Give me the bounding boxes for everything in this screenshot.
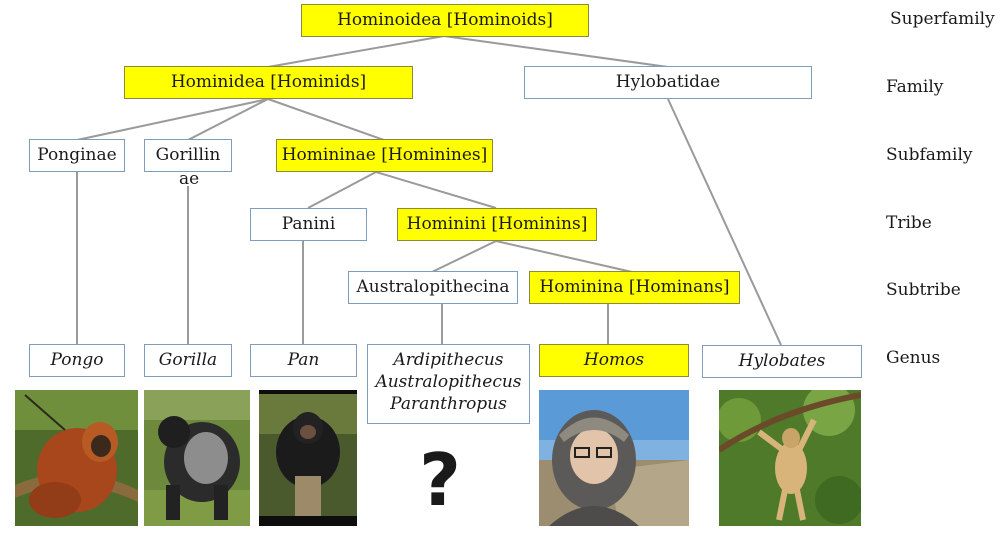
link-hylobatidae-hylobates: [667, 98, 782, 346]
node-panini: Panini: [250, 208, 367, 241]
rank-subfamily: Subfamily: [886, 145, 973, 165]
orangutan-photo: [15, 390, 138, 526]
node-hominini-label: Hominini [Hominins]: [406, 213, 588, 234]
node-pan-label: Pan: [287, 349, 320, 370]
node-hylobates: Hylobates: [702, 345, 862, 378]
link-hominidea-ponginae: [76, 98, 269, 141]
node-ponginae: Ponginae: [29, 139, 125, 172]
node-hylobates-label: Hylobates: [738, 350, 826, 371]
gibbon-photo: [719, 390, 861, 526]
gorilla-photo: [144, 390, 250, 526]
node-hylobatidae-label: Hylobatidae: [615, 71, 721, 92]
link-homininae-hominini: [375, 171, 497, 209]
unknown-question-mark: ?: [419, 438, 461, 522]
node-panini-label: Panini: [281, 213, 336, 234]
genus-ardipithecus: Ardipithecus: [393, 350, 504, 370]
node-homos: Homos: [539, 344, 689, 377]
link-homininae-panini: [307, 171, 377, 209]
node-hominoidea-label: Hominoidea [Hominoids]: [337, 9, 553, 30]
genus-australopithecus: Australopithecus: [375, 372, 522, 392]
link-hominoidea-hominidea: [267, 35, 445, 68]
node-hominini: Hominini [Hominins]: [397, 208, 597, 241]
node-australopithecina: Australopithecina: [348, 271, 518, 304]
human-photo: [539, 390, 689, 526]
node-pongo: Pongo: [29, 344, 125, 377]
chimpanzee-photo: [259, 390, 357, 526]
rank-tribe: Tribe: [886, 213, 932, 233]
rank-genus: Genus: [886, 348, 941, 368]
link-hominidea-homininae: [267, 98, 385, 141]
node-gorilla: Gorilla: [144, 344, 232, 377]
node-australopithecina-genera: Ardipithecus Australopithecus Paranthrop…: [367, 344, 530, 424]
node-australopithecina-label: Australopithecina: [356, 276, 510, 297]
node-gorillinae-overflow: ae: [179, 169, 200, 189]
node-hominoidea: Hominoidea [Hominoids]: [301, 4, 589, 37]
node-hominina-label: Hominina [Hominans]: [539, 276, 730, 297]
node-pongo-label: Pongo: [50, 349, 104, 370]
rank-subtribe: Subtribe: [886, 280, 961, 300]
link-hominini-hominina: [495, 240, 633, 273]
node-hominidea-label: Hominidea [Hominids]: [170, 71, 367, 92]
node-hominina: Hominina [Hominans]: [529, 271, 740, 304]
link-hominidea-gorillinae: [187, 98, 269, 141]
node-hominidea: Hominidea [Hominids]: [124, 66, 413, 99]
node-homininae-label: Homininae [Hominines]: [281, 144, 488, 165]
node-pan: Pan: [250, 344, 357, 377]
node-ponginae-label: Ponginae: [37, 144, 117, 165]
link-hominoidea-hylobatidae: [443, 35, 669, 68]
node-gorilla-label: Gorilla: [158, 349, 218, 370]
node-gorillinae-label: Gorillin: [155, 144, 221, 165]
node-homininae: Homininae [Hominines]: [276, 139, 493, 172]
link-hominini-australopithecina: [431, 240, 497, 273]
node-hylobatidae: Hylobatidae: [524, 66, 812, 99]
rank-family: Family: [886, 77, 944, 97]
genus-paranthropus: Paranthropus: [390, 394, 507, 414]
node-homos-label: Homos: [583, 349, 645, 370]
rank-superfamily: Superfamily: [890, 9, 995, 29]
node-gorillinae: Gorillin: [144, 139, 232, 172]
